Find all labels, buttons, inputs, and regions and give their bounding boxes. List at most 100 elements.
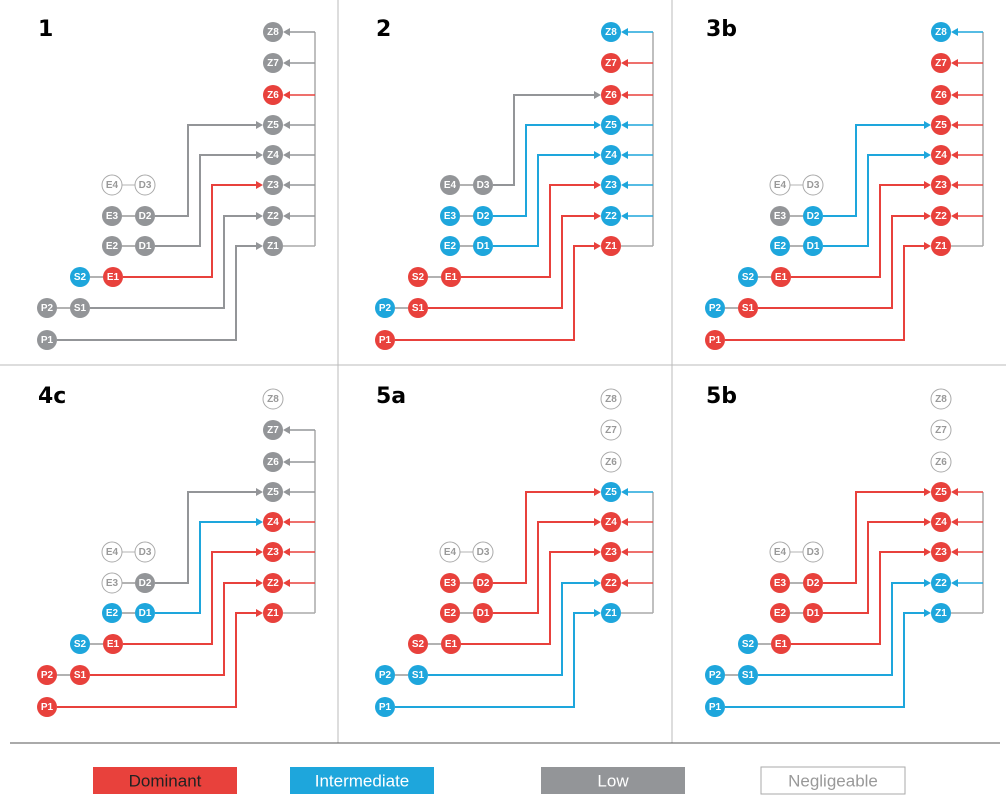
- node-label: S2: [742, 272, 755, 283]
- node: [70, 665, 90, 685]
- node: [473, 573, 493, 593]
- panel: 3b Z8 Z7 Z6 Z5 Z4 Z3 Z2 Z1 E4 D3 E3 D2 E2 D1 S2 E1 P2 S1 P1: [705, 17, 984, 350]
- node: [440, 206, 460, 226]
- node: [931, 115, 951, 135]
- node-label: E2: [444, 608, 457, 619]
- arrowhead: [256, 579, 263, 587]
- node-label: D3: [139, 547, 152, 558]
- arrowhead: [594, 579, 601, 587]
- node: [263, 145, 283, 165]
- node-label: S2: [74, 272, 87, 283]
- node: [601, 145, 621, 165]
- node-label: Z8: [935, 394, 947, 405]
- node-label: Z6: [935, 90, 947, 101]
- node: [103, 267, 123, 287]
- arrowhead: [621, 91, 628, 99]
- panel: 5b Z8 Z7 Z6 Z5 Z4 Z3 Z2 Z1 E4 D3 E3 D2 E2 D1 S2 E1 P2 S1 P1: [705, 384, 984, 717]
- node: [931, 145, 951, 165]
- legend-swatch: [541, 767, 685, 794]
- node-label: S1: [74, 303, 87, 314]
- arrowhead: [594, 121, 601, 129]
- arrowhead: [924, 151, 931, 159]
- node-label: S1: [742, 670, 755, 681]
- node-label: P1: [709, 335, 722, 346]
- node: [441, 267, 461, 287]
- node-label: D1: [139, 241, 152, 252]
- node: [473, 206, 493, 226]
- node-label: E1: [107, 639, 120, 650]
- edge: [155, 154, 257, 247]
- node: [803, 603, 823, 623]
- node: [601, 175, 621, 195]
- node: [263, 573, 283, 593]
- node-label: P2: [379, 670, 392, 681]
- node: [738, 267, 758, 287]
- node: [770, 603, 790, 623]
- node-label: P1: [41, 702, 54, 713]
- node-label: E1: [775, 272, 788, 283]
- arrowhead: [594, 151, 601, 159]
- arrowhead: [594, 548, 601, 556]
- node: [931, 482, 951, 502]
- edge: [493, 94, 595, 186]
- node-label: Z5: [935, 120, 947, 131]
- edge: [823, 124, 925, 217]
- node-label: Z5: [605, 120, 617, 131]
- node-label: Z8: [935, 27, 947, 38]
- node-label: Z2: [935, 211, 947, 222]
- node-label: Z1: [605, 241, 617, 252]
- node: [771, 267, 791, 287]
- node: [931, 53, 951, 73]
- panel-label: 1: [38, 17, 53, 42]
- node: [931, 512, 951, 532]
- node: [263, 512, 283, 532]
- node-label: Z7: [935, 425, 947, 436]
- node-label: E2: [444, 241, 457, 252]
- arrowhead: [283, 28, 290, 36]
- node-label: D2: [477, 578, 490, 589]
- node-label: Z4: [605, 150, 617, 161]
- node: [375, 298, 395, 318]
- node: [601, 22, 621, 42]
- arrowhead: [621, 579, 628, 587]
- node: [440, 236, 460, 256]
- node-label: E4: [444, 180, 457, 191]
- node-label: P2: [41, 670, 54, 681]
- node: [102, 206, 122, 226]
- arrowhead: [283, 579, 290, 587]
- arrowhead: [621, 121, 628, 129]
- edge: [57, 245, 257, 341]
- node-label: D1: [477, 241, 490, 252]
- arrowhead: [283, 458, 290, 466]
- arrowhead: [283, 59, 290, 67]
- node: [70, 298, 90, 318]
- node: [770, 206, 790, 226]
- arrowhead: [594, 242, 601, 250]
- arrowhead: [594, 609, 601, 617]
- arrowhead: [951, 151, 958, 159]
- node: [705, 298, 725, 318]
- node: [263, 206, 283, 226]
- node: [769, 174, 791, 196]
- node-label: P2: [709, 670, 722, 681]
- node: [103, 634, 123, 654]
- panel: 5a Z8 Z7 Z6 Z5 Z4 Z3 Z2 Z1 E4 D3 E3 D2 E2 D1 S2 E1 P2 S1 P1: [375, 384, 654, 717]
- node-label: D2: [139, 211, 152, 222]
- panel: 4c Z8 Z7 Z6 Z5 Z4 Z3 Z2 Z1 E4 D3 E3 D2 E2 D1 S2 E1 P2 S1 P1: [37, 384, 316, 717]
- node-label: D1: [807, 608, 820, 619]
- legend-label: Dominant: [129, 771, 202, 790]
- node: [803, 573, 823, 593]
- arrowhead: [951, 488, 958, 496]
- edge: [155, 491, 257, 584]
- arrowhead: [924, 518, 931, 526]
- node: [135, 236, 155, 256]
- node-label: P1: [41, 335, 54, 346]
- node-label: Z1: [605, 608, 617, 619]
- legend-swatch: [290, 767, 434, 794]
- arrowhead: [283, 426, 290, 434]
- node-label: Z4: [267, 517, 279, 528]
- node-label: Z7: [935, 58, 947, 69]
- arrowhead: [924, 548, 931, 556]
- node: [408, 298, 428, 318]
- node-label: D2: [477, 211, 490, 222]
